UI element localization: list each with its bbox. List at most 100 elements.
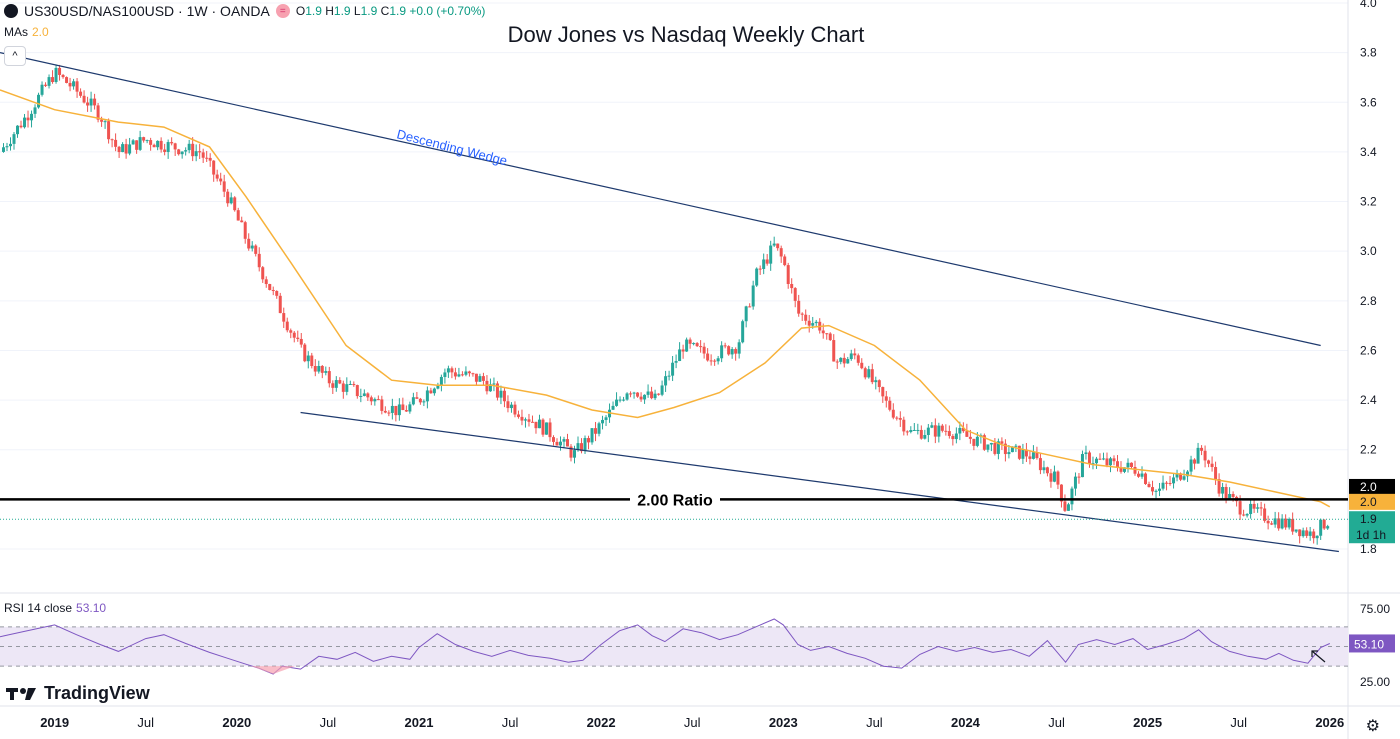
candle-body — [1094, 458, 1098, 464]
candle-body — [1133, 466, 1137, 474]
candle-body — [1196, 447, 1200, 464]
candle-body — [516, 414, 520, 417]
price-tick-label: 3.4 — [1360, 145, 1377, 159]
time-tick-label: Jul — [320, 715, 337, 730]
candle-body — [205, 157, 209, 159]
candle-body — [895, 417, 899, 419]
candle-body — [580, 443, 584, 452]
candle-body — [1052, 471, 1056, 482]
candle-body — [208, 157, 212, 161]
candle-body — [93, 98, 97, 106]
candle-body — [495, 383, 499, 398]
price-badge-label: 1.9 — [1360, 512, 1377, 526]
candle-body — [184, 150, 188, 152]
candle-body — [1252, 503, 1256, 509]
candle-body — [972, 438, 976, 446]
candle-body — [124, 144, 128, 154]
price-tick-label: 2.4 — [1360, 393, 1377, 407]
candle-body — [313, 366, 317, 372]
chart-title: Dow Jones vs Nasdaq Weekly Chart — [507, 22, 865, 47]
candle-body — [1126, 462, 1130, 468]
ma-legend[interactable]: MAs 2.0 — [4, 25, 49, 39]
candle-body — [436, 385, 440, 389]
candle-body — [727, 346, 731, 355]
candle-body — [891, 409, 895, 418]
candle-body — [573, 450, 577, 458]
candle-body — [657, 393, 661, 395]
candle-body — [219, 178, 223, 182]
candle-body — [1073, 476, 1077, 489]
time-tick-label: Jul — [866, 715, 883, 730]
candle-body — [566, 439, 570, 447]
candle-body — [296, 337, 300, 339]
candle-body — [1273, 518, 1277, 525]
tradingview-logo[interactable]: TradingView — [6, 683, 150, 704]
candle-body — [229, 197, 233, 204]
candle-body — [271, 289, 275, 292]
candle-body — [951, 436, 955, 440]
candle-body — [982, 435, 986, 450]
candle-body — [1084, 452, 1088, 455]
candle-body — [47, 77, 51, 86]
candle-body — [604, 417, 608, 420]
candle-body — [1315, 535, 1319, 539]
candle-body — [1259, 507, 1263, 509]
candle-body — [334, 380, 338, 388]
candle-body — [439, 376, 443, 386]
candle-body — [303, 344, 307, 362]
candle-body — [1242, 514, 1246, 516]
symbol-title[interactable]: US30USD/NAS100USD · 1W · OANDA — [24, 3, 270, 19]
candle-body — [853, 353, 857, 356]
candle-body — [191, 143, 195, 157]
candle-body — [1200, 447, 1204, 451]
candle-body — [142, 137, 146, 141]
candle-body — [1063, 501, 1067, 511]
candle-body — [996, 441, 1000, 454]
candle-body — [117, 146, 121, 153]
candle-body — [163, 149, 167, 152]
candle-body — [660, 385, 664, 395]
collapse-legend-button[interactable]: ^ — [4, 46, 26, 66]
candle-body — [250, 245, 254, 249]
candle-body — [408, 404, 412, 412]
candle-body — [601, 419, 605, 424]
candle-body — [275, 291, 279, 296]
price-tick-label: 1.8 — [1360, 542, 1377, 556]
candle-body — [72, 81, 76, 87]
time-tick-label: 2020 — [222, 715, 251, 730]
candle-body — [9, 143, 13, 147]
candle-body — [530, 421, 534, 423]
candle-body — [958, 427, 962, 434]
candle-body — [776, 243, 780, 249]
candle-body — [692, 343, 696, 345]
candle-body — [401, 404, 405, 411]
candle-body — [1312, 531, 1316, 539]
candle-body — [320, 365, 324, 373]
candle-body — [30, 113, 34, 121]
candle-body — [89, 98, 93, 106]
candle-body — [1038, 458, 1042, 471]
candle-body — [772, 243, 776, 246]
candle-body — [793, 288, 797, 301]
equals-icon[interactable]: = — [275, 4, 290, 18]
settings-gear-icon[interactable]: ⚙ — [1365, 718, 1380, 735]
rsi-legend[interactable]: RSI 14 close 53.10 — [4, 601, 107, 615]
candle-body — [1308, 531, 1312, 536]
candle-body — [1305, 530, 1309, 536]
price-badge-ma — [1349, 493, 1395, 510]
symbol-legend: US30USD/NAS100USD · 1W · OANDA = O1.9 H1… — [4, 3, 485, 19]
candle-body — [905, 431, 909, 433]
candle-body — [940, 425, 944, 431]
candle-body — [1108, 458, 1112, 466]
candle-body — [425, 390, 429, 402]
candle-body — [748, 306, 752, 308]
candle-body — [846, 359, 850, 364]
candle-body — [825, 333, 829, 335]
candle-body — [744, 306, 748, 322]
candle-body — [1151, 487, 1155, 492]
candle-body — [814, 321, 818, 324]
candle-body — [415, 397, 419, 399]
candle-body — [688, 339, 692, 344]
candle-body — [1115, 461, 1119, 468]
